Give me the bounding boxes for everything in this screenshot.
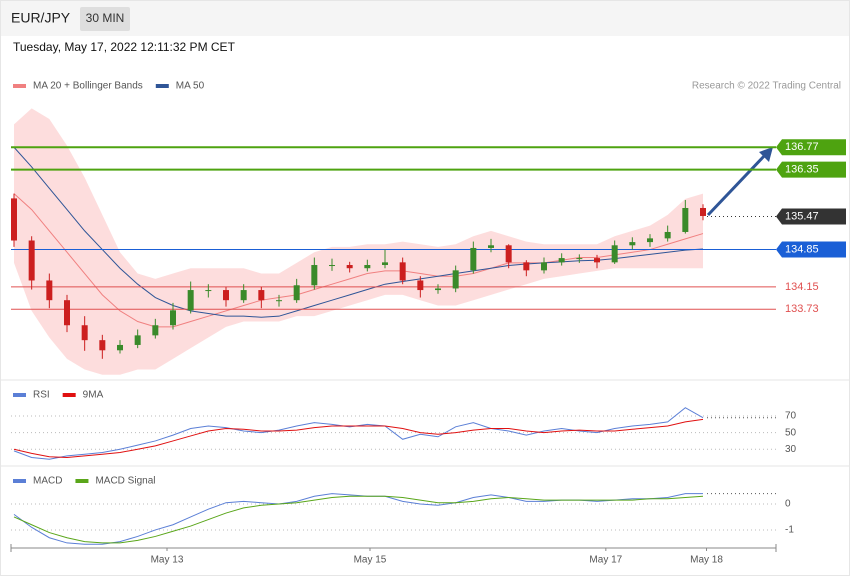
- candle-body: [258, 290, 265, 301]
- legend-swatch: [155, 84, 169, 88]
- candle-body: [488, 245, 494, 248]
- candle-body: [346, 265, 353, 269]
- candle-body: [187, 290, 194, 311]
- candle-body: [435, 288, 441, 291]
- candle-body: [452, 270, 459, 289]
- candle-body: [311, 265, 318, 286]
- y-tick-label: 70: [785, 411, 797, 422]
- candle-body: [523, 262, 530, 271]
- candle-body: [364, 265, 371, 269]
- legend-swatch: [13, 84, 26, 88]
- candle-body: [700, 207, 706, 216]
- legend-label: RSI: [33, 390, 50, 401]
- y-tick-label: 0: [785, 499, 791, 510]
- candle-body: [99, 340, 106, 351]
- bollinger-band: [14, 108, 703, 375]
- level-tag: [776, 208, 846, 225]
- x-tick-label: May 17: [589, 555, 622, 566]
- candle-body: [399, 262, 406, 281]
- candle-body: [382, 262, 388, 266]
- candle-body: [223, 290, 229, 301]
- x-tick-label: May 13: [151, 555, 184, 566]
- legend-label: MA 20 + Bollinger Bands: [33, 81, 143, 92]
- legend-swatch: [62, 393, 76, 397]
- series-line: [13, 418, 704, 459]
- candle-body: [629, 242, 636, 246]
- candle-body: [647, 238, 653, 243]
- candle-body: [329, 265, 335, 267]
- candle-body: [170, 310, 176, 326]
- header-bar: [1, 1, 849, 36]
- candle-body: [611, 245, 618, 263]
- legend-label: MA 50: [176, 81, 205, 92]
- candle-body: [505, 245, 512, 263]
- level-tag: [776, 241, 846, 258]
- candle-body: [664, 231, 671, 239]
- candle-body: [64, 300, 70, 326]
- x-tick-label: May 15: [354, 555, 387, 566]
- candle-body: [205, 290, 212, 292]
- candle-body: [276, 300, 282, 302]
- ma50-line: [13, 146, 704, 318]
- candle-body: [594, 258, 600, 263]
- level-label: 133.73: [785, 303, 819, 315]
- legend-swatch: [13, 393, 26, 397]
- level-label: 134.15: [785, 281, 819, 293]
- y-tick-label: 30: [785, 444, 797, 455]
- symbol: EUR/JPY: [11, 10, 71, 26]
- interval-box[interactable]: [80, 7, 130, 31]
- candle-body: [558, 258, 565, 263]
- candle-body: [293, 285, 300, 301]
- forecast-arrow: [706, 152, 768, 217]
- datetime: Tuesday, May 17, 2022 12:11:32 PM CET: [13, 40, 236, 54]
- legend-label: MACD: [33, 476, 62, 487]
- candle-body: [117, 344, 123, 351]
- legend-label: 9MA: [83, 390, 104, 401]
- candle-body: [152, 325, 159, 336]
- candle-body: [576, 258, 583, 260]
- candle-body: [240, 290, 247, 301]
- level-label: 135.47: [785, 210, 819, 222]
- level-label: 136.77: [785, 141, 819, 153]
- level-tag: [776, 161, 846, 178]
- ma20-line: [13, 193, 704, 328]
- x-tick-label: May 18: [690, 555, 723, 566]
- level-tag: [776, 139, 846, 156]
- legend-swatch: [75, 479, 89, 483]
- candle-body: [541, 262, 547, 271]
- series-line: [13, 495, 704, 544]
- legend-label: MACD Signal: [95, 476, 155, 487]
- candle-body: [11, 198, 17, 241]
- legend-swatch: [13, 479, 26, 483]
- candle-body: [46, 280, 53, 301]
- series-line: [13, 493, 703, 545]
- credit: Research © 2022 Trading Central: [692, 81, 841, 92]
- candle-body: [417, 280, 424, 291]
- y-tick-label: -1: [785, 525, 794, 536]
- level-label: 136.35: [785, 164, 819, 176]
- candle-body: [682, 207, 689, 232]
- candle-body: [134, 335, 141, 345]
- candle-body: [470, 247, 477, 271]
- level-label: 134.85: [785, 243, 819, 255]
- interval[interactable]: 30 MIN: [86, 11, 125, 25]
- arrow-head: [759, 147, 773, 162]
- y-tick-label: 50: [785, 427, 797, 438]
- candle-body: [81, 325, 88, 341]
- candle-body: [28, 240, 35, 281]
